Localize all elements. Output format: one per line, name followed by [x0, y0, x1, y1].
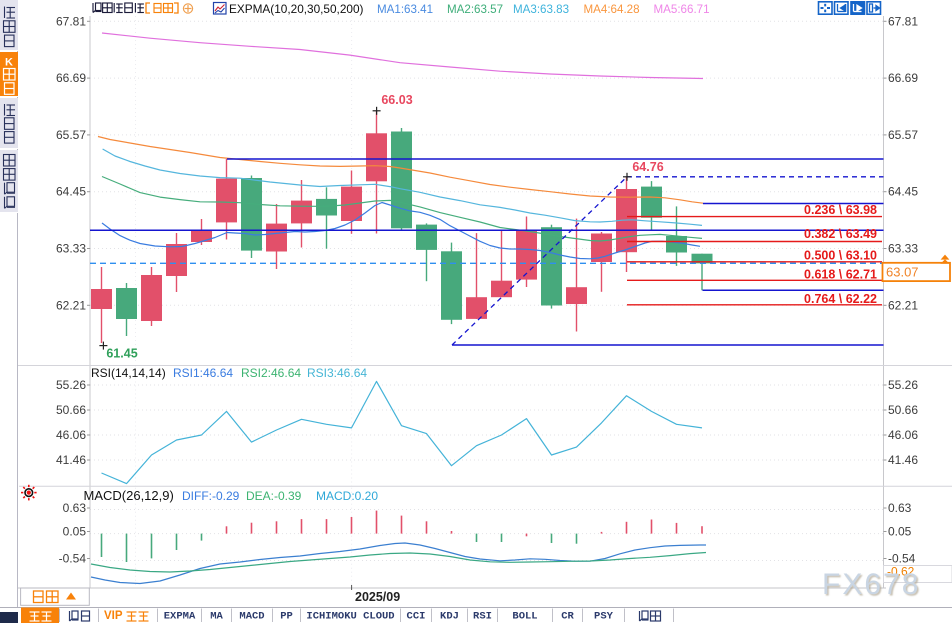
svg-text:65.57: 65.57: [56, 128, 86, 142]
svg-text:MA2:63.57: MA2:63.57: [447, 3, 503, 16]
svg-text:50.66: 50.66: [888, 403, 918, 417]
svg-text:MA5:66.71: MA5:66.71: [654, 3, 710, 16]
svg-text:63.33: 63.33: [56, 242, 86, 256]
svg-text:MA: MA: [210, 611, 223, 623]
svg-text:CCI: CCI: [407, 611, 426, 623]
svg-text:55.26: 55.26: [56, 378, 86, 392]
svg-text:64.45: 64.45: [56, 185, 86, 199]
svg-text:CR: CR: [561, 611, 574, 623]
svg-text:66.69: 66.69: [56, 71, 86, 85]
svg-text:BOLL: BOLL: [512, 611, 537, 623]
svg-text:EXPMA(10,20,30,50,200): EXPMA(10,20,30,50,200): [229, 2, 364, 16]
svg-text:67.81: 67.81: [888, 14, 918, 28]
svg-text:VIP: VIP: [104, 610, 123, 622]
svg-text:KDJ: KDJ: [440, 611, 459, 623]
svg-text:-0.54: -0.54: [59, 552, 87, 566]
svg-text:0.382 \ 63.49: 0.382 \ 63.49: [804, 227, 877, 241]
svg-text:63.33: 63.33: [888, 242, 918, 256]
svg-text:62.21: 62.21: [888, 298, 918, 312]
svg-text:K: K: [5, 57, 13, 69]
svg-text:RSI: RSI: [473, 611, 492, 623]
svg-text:65.57: 65.57: [888, 128, 918, 142]
svg-text:MACD:0.20: MACD:0.20: [316, 489, 378, 503]
svg-text:-0.62: -0.62: [887, 565, 915, 579]
svg-text:64.45: 64.45: [888, 185, 918, 199]
svg-text:0.618 \ 62.71: 0.618 \ 62.71: [804, 268, 877, 282]
svg-text:46.06: 46.06: [56, 428, 86, 442]
svg-text:62.21: 62.21: [56, 298, 86, 312]
svg-text:RSI1:46.64: RSI1:46.64: [173, 366, 233, 380]
svg-text:0.05: 0.05: [63, 525, 87, 539]
svg-text:MA4:64.28: MA4:64.28: [584, 3, 640, 16]
svg-text:PSY: PSY: [594, 611, 614, 623]
svg-text:66.69: 66.69: [888, 71, 918, 85]
svg-text:46.06: 46.06: [888, 428, 918, 442]
svg-text:0.236 \ 63.98: 0.236 \ 63.98: [804, 203, 877, 217]
svg-text:2025/09: 2025/09: [355, 590, 400, 604]
svg-text:66.03: 66.03: [381, 93, 412, 107]
svg-text:61.45: 61.45: [106, 347, 137, 361]
svg-text:ICHIMOKU CLOUD: ICHIMOKU CLOUD: [306, 611, 394, 623]
svg-text:0.63: 0.63: [63, 501, 87, 515]
svg-text:64.76: 64.76: [632, 160, 663, 174]
svg-text:PP: PP: [280, 611, 293, 623]
svg-text:DEA:-0.39: DEA:-0.39: [246, 489, 302, 503]
svg-text:EXPMA: EXPMA: [164, 611, 196, 623]
svg-text:55.26: 55.26: [888, 378, 918, 392]
svg-text:41.46: 41.46: [888, 453, 918, 467]
svg-text:MACD: MACD: [239, 611, 264, 623]
svg-text:0.764 \ 62.22: 0.764 \ 62.22: [804, 292, 877, 306]
svg-text:50.66: 50.66: [56, 403, 86, 417]
svg-text:63.07: 63.07: [886, 264, 919, 279]
svg-text:41.46: 41.46: [56, 453, 86, 467]
svg-text:MA1:63.41: MA1:63.41: [377, 3, 433, 16]
svg-text:MA3:63.83: MA3:63.83: [513, 3, 569, 16]
svg-text:DIFF:-0.29: DIFF:-0.29: [182, 489, 240, 503]
svg-text:0.05: 0.05: [888, 525, 912, 539]
svg-text:0.63: 0.63: [888, 501, 912, 515]
svg-text:RSI(14,14,14): RSI(14,14,14): [91, 366, 166, 380]
svg-text:-0.54: -0.54: [888, 552, 916, 566]
svg-text:MACD(26,12,9): MACD(26,12,9): [84, 488, 174, 503]
svg-text:RSI2:46.64: RSI2:46.64: [241, 366, 301, 380]
svg-text:RSI3:46.64: RSI3:46.64: [307, 366, 367, 380]
svg-text:67.81: 67.81: [56, 14, 86, 28]
svg-text:0.500 \ 63.10: 0.500 \ 63.10: [804, 249, 877, 263]
